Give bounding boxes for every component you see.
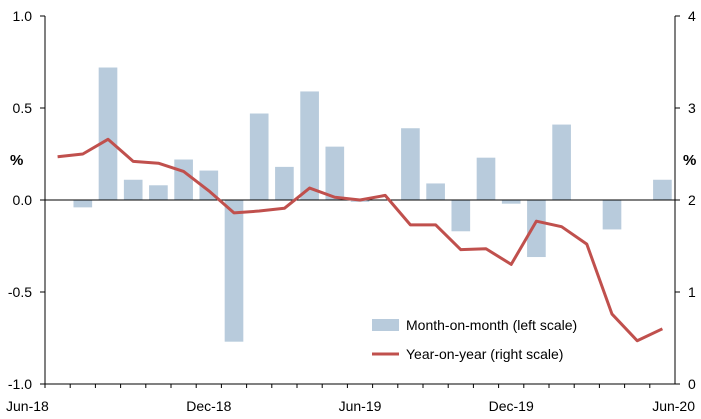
- right-axis-ticks: 0 1 2 3 4: [675, 8, 696, 392]
- bar-Jan-19: [224, 200, 244, 342]
- bar-Jul-18: [73, 200, 93, 208]
- x-tick-label: Jun-18: [6, 398, 49, 414]
- bar-Nov-18: [174, 159, 193, 200]
- left-axis-ticks: -1.0 -0.5 0.0 0.5 1.0: [8, 8, 45, 392]
- legend: Month-on-month (left scale) Year-on-year…: [372, 317, 577, 362]
- x-tick-label: Dec-18: [186, 398, 231, 414]
- right-tick-label: 2: [688, 192, 696, 208]
- bar-Aug-18: [98, 67, 118, 201]
- bar-Jun-20: [653, 179, 672, 200]
- left-tick-label: -1.0: [8, 376, 32, 392]
- bar-Feb-20: [552, 124, 571, 200]
- bar-Apr-20: [602, 200, 622, 230]
- bar-Feb-19: [249, 113, 269, 200]
- x-axis-ticks: Jun-18 Dec-18 Jun-19 Dec-19 Jun-20: [6, 384, 695, 414]
- left-tick-label: 1.0: [13, 8, 33, 24]
- bar-Aug-19: [401, 128, 420, 200]
- right-tick-label: 1: [688, 284, 696, 300]
- right-axis-unit-label: %: [683, 152, 696, 169]
- bar-Sep-18: [123, 179, 143, 200]
- bar-Jan-20: [527, 200, 546, 258]
- bar-May-19: [325, 146, 345, 200]
- bar-Dec-18: [199, 170, 219, 200]
- right-tick-label: 0: [688, 376, 696, 392]
- bar-Sep-19: [426, 183, 445, 200]
- bar-Mar-19: [275, 166, 294, 200]
- bar-Oct-18: [149, 185, 168, 200]
- left-tick-label: -0.5: [8, 284, 32, 300]
- legend-label-year-on-year: Year-on-year (right scale): [406, 346, 563, 362]
- left-tick-label: 0.5: [13, 100, 33, 116]
- line-series-year-on-year: [57, 137, 664, 343]
- bar-series-month-on-month: [73, 67, 672, 342]
- bar-Nov-19: [476, 157, 496, 200]
- bar-Oct-19: [451, 200, 471, 232]
- x-tick-label: Jun-19: [339, 398, 382, 414]
- x-tick-label: Jun-20: [652, 398, 695, 414]
- right-tick-label: 4: [688, 8, 696, 24]
- legend-swatch-month-on-month: [372, 319, 399, 331]
- legend-label-month-on-month: Month-on-month (left scale): [406, 317, 577, 333]
- bar-Apr-19: [300, 91, 319, 200]
- left-axis-unit-label: %: [10, 152, 23, 169]
- bar-Dec-19: [501, 200, 521, 204]
- left-tick-label: 0.0: [13, 192, 33, 208]
- right-tick-label: 3: [688, 100, 696, 116]
- x-tick-label: Dec-19: [489, 398, 534, 414]
